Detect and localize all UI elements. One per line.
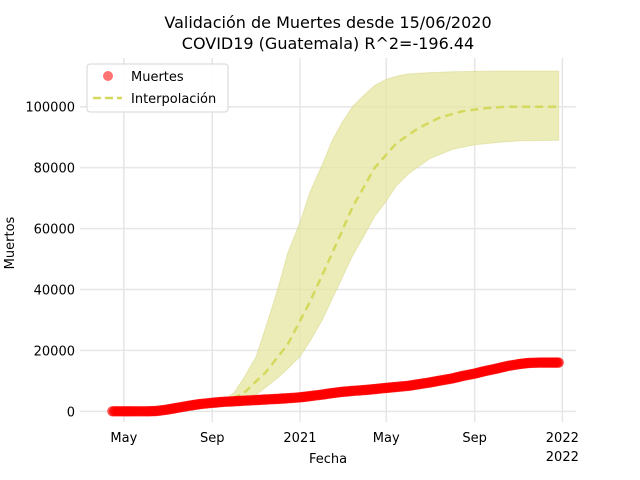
x-tick-label: 2022	[546, 431, 579, 446]
y-axis-label: Muertos	[3, 216, 18, 269]
x-tick-label: Sep	[200, 431, 225, 446]
y-tick-label: 40000	[34, 283, 75, 298]
chart-title: Validación de Muertes desde 15/06/2020	[164, 13, 491, 32]
muertes-point	[553, 357, 564, 368]
y-tick-label: 20000	[34, 344, 75, 359]
confidence-band-area	[211, 70, 560, 408]
x-tick-label: May	[373, 431, 400, 446]
x-tick-label: May	[110, 431, 137, 446]
y-tick-label: 0	[67, 405, 75, 420]
y-tick-label: 100000	[25, 101, 75, 116]
x-axis-ticks: May Sep 2021 May Sep 2022 2022	[110, 431, 578, 465]
x-axis-label: Fecha	[309, 452, 347, 467]
y-axis-ticks: 0 20000 40000 60000 80000 100000	[25, 101, 75, 421]
y-tick-label: 80000	[34, 162, 75, 177]
x-tick-label: Sep	[462, 431, 487, 446]
legend-marker-muertes	[103, 71, 113, 81]
legend-label-interpolacion: Interpolación	[131, 92, 216, 107]
legend-box	[86, 63, 229, 113]
legend-label-muertes: Muertes	[131, 70, 184, 85]
y-tick-label: 60000	[34, 223, 75, 238]
legend: Muertes Interpolación	[86, 63, 229, 113]
confidence-band	[211, 70, 560, 408]
muertes-series	[107, 357, 564, 417]
x-tick-label: 2021	[283, 431, 316, 446]
x-tick-year-label: 2022	[546, 450, 579, 465]
chart-subtitle: COVID19 (Guatemala) R^2=-196.44	[182, 34, 474, 53]
